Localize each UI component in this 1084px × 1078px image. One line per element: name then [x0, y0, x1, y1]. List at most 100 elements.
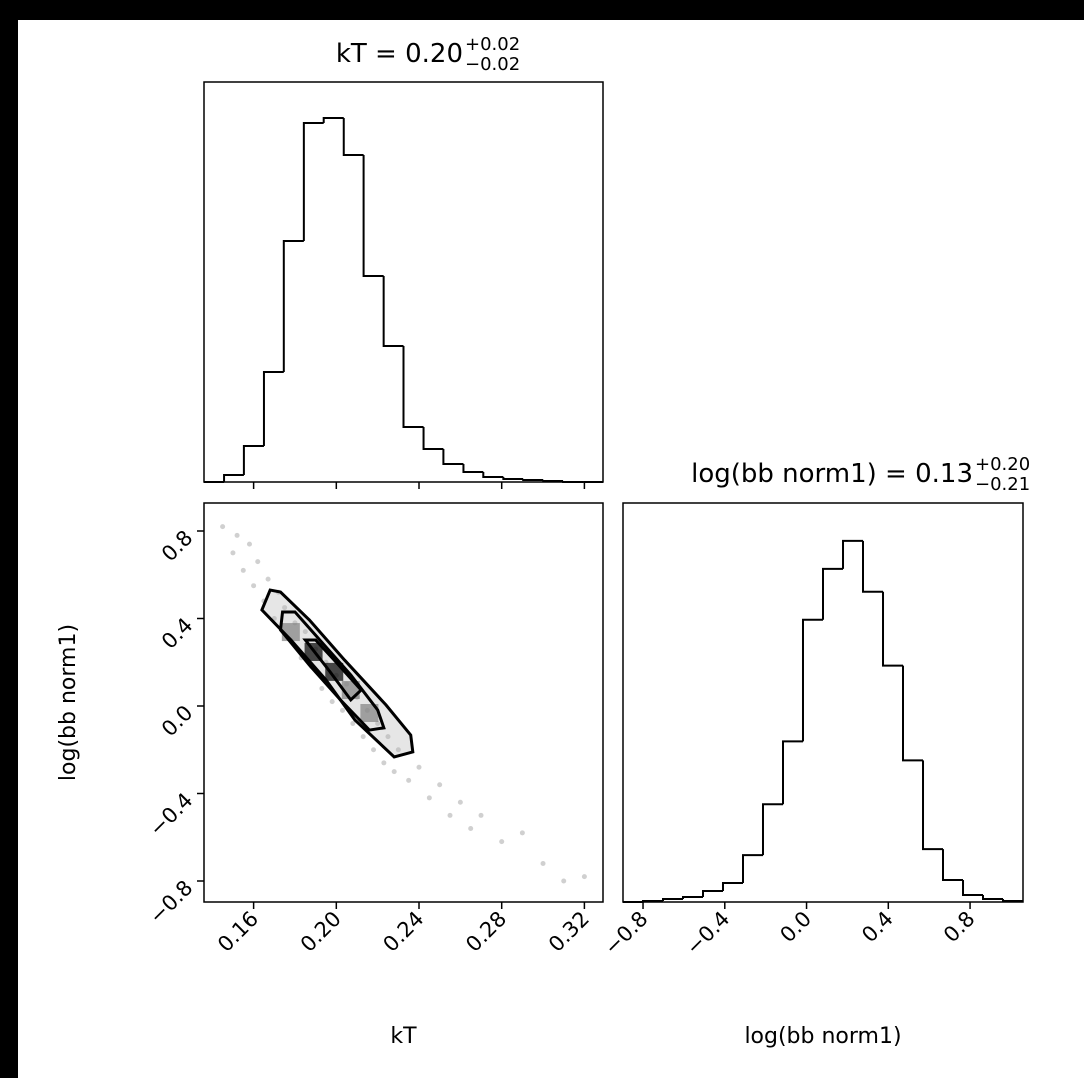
sample-point — [240, 567, 246, 573]
x-tick-label: −0.8 — [600, 907, 653, 960]
sample-point — [395, 747, 401, 753]
sample-point — [468, 826, 474, 831]
histogram-bin — [862, 540, 884, 593]
sample-point — [340, 707, 346, 713]
density-cell — [360, 704, 379, 722]
sample-point — [391, 769, 397, 775]
x-axis-label: kT — [390, 1024, 417, 1049]
histogram-bin — [302, 122, 324, 241]
histogram-bin — [782, 740, 803, 805]
x-tick-label: −0.4 — [681, 907, 734, 960]
histogram-bin — [282, 240, 304, 372]
frame-band — [0, 0, 18, 1078]
axes-frame — [203, 81, 604, 483]
histogram-bin — [822, 567, 844, 620]
x-tick-label: 0.16 — [213, 907, 263, 957]
sample-point — [282, 605, 288, 611]
sample-point — [437, 782, 443, 788]
sample-point — [220, 524, 226, 530]
histogram-bin — [262, 371, 284, 446]
sample-point — [302, 629, 308, 635]
sample-point — [385, 734, 391, 740]
y-tick-label: 0.0 — [157, 701, 198, 742]
panel-title: kT = 0.20 — [336, 39, 463, 69]
histogram-bin — [681, 896, 703, 900]
y-tick-label: 0.8 — [157, 526, 198, 567]
sample-point — [581, 874, 587, 880]
histogram-bin — [223, 474, 244, 482]
x-tick-label: 0.4 — [857, 907, 898, 948]
histogram-bin — [761, 803, 783, 856]
sample-point — [255, 559, 261, 565]
contour — [278, 610, 386, 732]
histogram-bin — [922, 760, 943, 851]
sample-point — [426, 795, 432, 801]
x-tick-label: 0.20 — [296, 907, 346, 957]
sample-point — [319, 686, 325, 691]
histogram-bin — [502, 477, 524, 480]
sample-point — [234, 532, 240, 538]
histogram-bin — [362, 155, 384, 277]
sample-point — [457, 799, 463, 805]
frame-band — [0, 0, 1084, 20]
x-tick-label: 0.32 — [544, 907, 594, 957]
title-lower: −0.02 — [465, 54, 520, 75]
sample-point — [246, 541, 252, 547]
title-upper: +0.02 — [465, 34, 520, 55]
title-upper: +0.20 — [975, 454, 1030, 475]
histogram-bin — [721, 882, 743, 892]
sample-point — [499, 839, 505, 845]
histogram-bin — [982, 895, 1004, 901]
sample-point — [371, 747, 377, 753]
histogram-bin — [422, 427, 444, 450]
sample-point — [381, 760, 387, 766]
histogram-bin — [522, 479, 544, 481]
density-cell — [325, 662, 344, 681]
histogram-bin — [962, 880, 983, 897]
sample-point — [540, 861, 546, 866]
histogram-bin — [801, 618, 823, 742]
histogram-bin — [482, 472, 504, 478]
axes-frame — [203, 502, 604, 903]
y-tick-label: −0.4 — [145, 788, 198, 841]
sample-point — [350, 721, 356, 726]
histogram-bin — [942, 849, 964, 882]
x-axis-label: log(bb norm1) — [744, 1024, 901, 1049]
sample-point — [447, 812, 453, 818]
sample-point — [265, 576, 271, 582]
x-tick-label: 0.0 — [775, 907, 816, 948]
sample-point — [406, 777, 412, 783]
histogram-bin — [382, 276, 404, 347]
contour — [260, 588, 415, 759]
histogram-bin — [662, 898, 683, 902]
contour — [302, 638, 364, 703]
y-tick-label: −0.8 — [145, 876, 198, 929]
histogram-bin — [742, 854, 763, 884]
sample-point — [230, 550, 236, 556]
histogram-bin — [342, 118, 364, 156]
histogram-bin — [402, 346, 424, 428]
histogram-bin — [882, 591, 903, 667]
histogram-bin — [842, 539, 863, 569]
panel-title: log(bb norm1) = 0.13 — [691, 459, 973, 489]
axes-frame — [622, 502, 1024, 903]
histogram-bin — [542, 480, 564, 482]
sample-point — [478, 812, 484, 818]
sample-point — [416, 764, 422, 770]
histogram-bin — [322, 117, 344, 123]
histogram-bin — [442, 449, 464, 465]
title-lower: −0.21 — [975, 474, 1030, 495]
histogram-bin — [462, 464, 484, 473]
y-tick-label: 0.4 — [157, 613, 198, 654]
sample-point — [561, 878, 567, 884]
x-tick-label: 0.28 — [461, 907, 511, 957]
x-tick-label: 0.24 — [379, 907, 429, 957]
histogram-bin — [902, 665, 924, 762]
sample-point — [251, 583, 257, 589]
sample-point — [519, 830, 525, 836]
histogram-bin — [242, 445, 264, 475]
sample-point — [360, 734, 366, 740]
sample-point — [375, 721, 381, 726]
histogram-bin — [702, 890, 723, 898]
